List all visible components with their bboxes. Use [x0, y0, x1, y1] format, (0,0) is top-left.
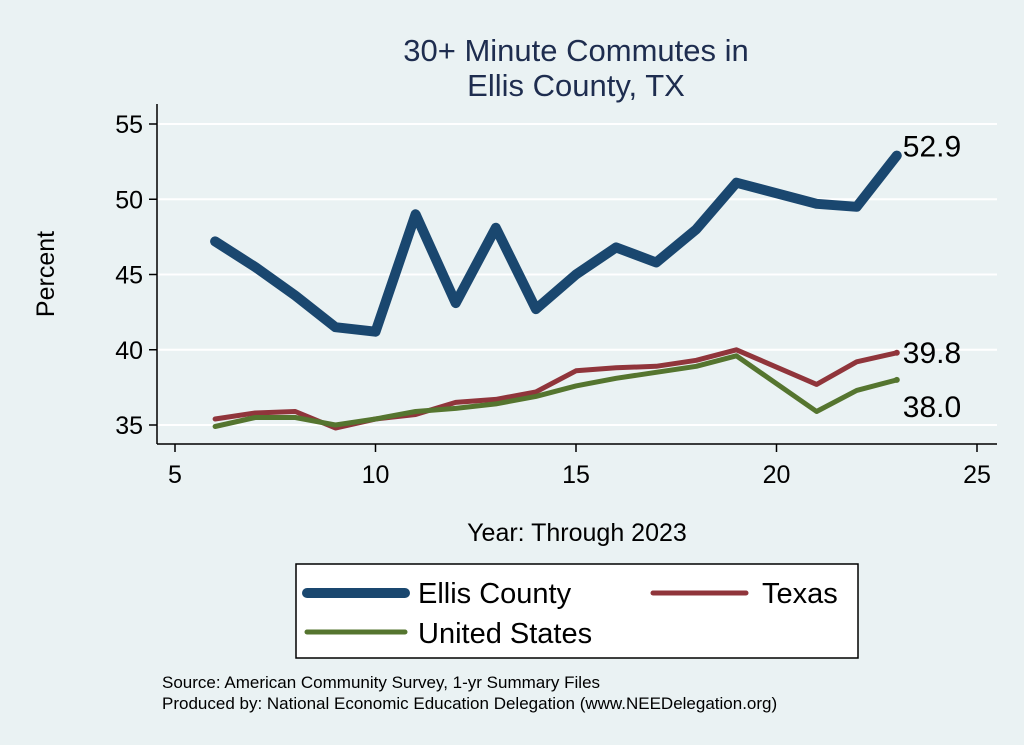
series-line-ellis-county	[210, 150, 902, 337]
chart-title-line-2: Ellis County, TX	[467, 68, 685, 103]
series-line-united-states	[212, 353, 900, 429]
end-label-texas: 39.8	[903, 337, 961, 370]
producer-note: Produced by: National Economic Education…	[162, 694, 777, 713]
x-tick-label: 25	[963, 461, 991, 489]
end-point-marker	[893, 152, 900, 159]
y-tick-label: 55	[115, 111, 143, 139]
end-label-ellis-county: 52.9	[903, 131, 961, 164]
x-axis-label: Year: Through 2023	[467, 519, 687, 547]
x-tick-label: 15	[562, 461, 590, 489]
y-axis-label: Percent	[32, 231, 60, 317]
y-tick-label: 50	[115, 186, 143, 214]
legend-label-united-states: United States	[418, 618, 592, 650]
y-tick-label: 35	[115, 412, 143, 440]
legend-label-texas: Texas	[762, 578, 838, 610]
x-tick-label: 5	[168, 461, 182, 489]
y-tick-label: 45	[115, 262, 143, 290]
end-label-united-states: 38.0	[903, 391, 961, 424]
legend: Ellis County Texas United States	[295, 563, 859, 659]
end-labels: 52.9 39.8 38.0	[903, 131, 961, 424]
legend-label-ellis-county: Ellis County	[418, 578, 572, 610]
x-tick-label: 20	[763, 461, 791, 489]
end-point-marker	[893, 376, 900, 383]
end-point-marker	[893, 349, 900, 356]
chart-title-line-1: 30+ Minute Commutes in	[403, 33, 748, 68]
x-tick-label: 10	[362, 461, 390, 489]
series-lines	[210, 150, 902, 431]
y-tick-label: 40	[115, 337, 143, 365]
legend-box	[295, 563, 859, 659]
source-note: Source: American Community Survey, 1-yr …	[162, 673, 600, 692]
